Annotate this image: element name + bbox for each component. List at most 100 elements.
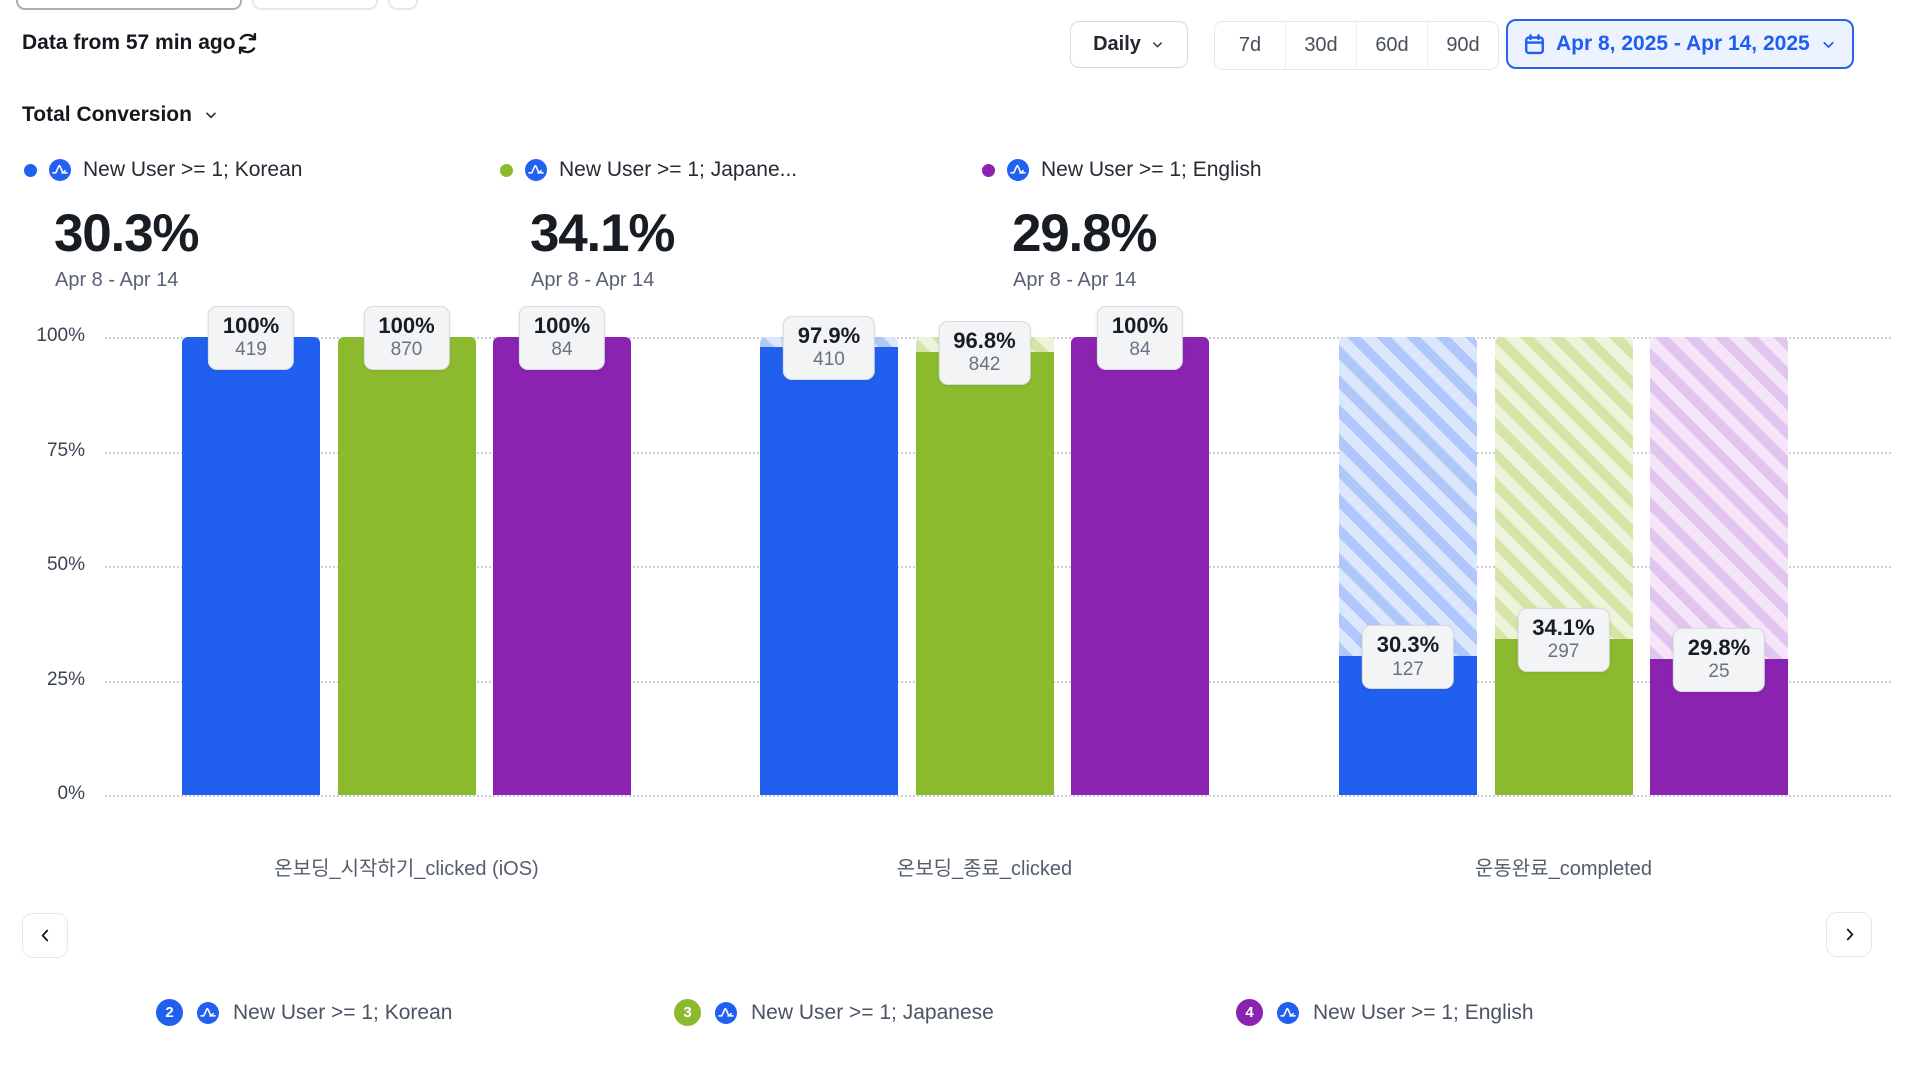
bar-user-count: 842 bbox=[968, 354, 1001, 376]
series-header[interactable]: New User >= 1; English bbox=[982, 158, 1262, 182]
bar-value-label[interactable]: 34.1% 297 bbox=[1517, 607, 1610, 672]
series-name: New User >= 1; Korean bbox=[83, 158, 303, 181]
granularity-dropdown[interactable]: Daily bbox=[1070, 21, 1188, 68]
bar-value-label[interactable]: 100% 84 bbox=[1096, 306, 1184, 371]
preset-30d-button[interactable]: 30d bbox=[1286, 22, 1357, 69]
legend-item-japanese[interactable]: 3 New User >= 1; Japanese bbox=[674, 999, 994, 1026]
bar-value-label[interactable]: 97.9% 410 bbox=[782, 315, 876, 380]
funnel-bar[interactable] bbox=[1071, 337, 1209, 795]
legend-item-korean[interactable]: 2 New User >= 1; Korean bbox=[156, 999, 452, 1026]
legend-item-english[interactable]: 4 New User >= 1; English bbox=[1236, 999, 1534, 1026]
bar-conversion-pct: 34.1% bbox=[1532, 614, 1595, 640]
amplitude-logo-icon bbox=[715, 1002, 737, 1024]
amplitude-logo-icon bbox=[1277, 1002, 1299, 1024]
conversion-range-label: Apr 8 - Apr 14 bbox=[1013, 268, 1137, 291]
bar-value-label[interactable]: 29.8% 25 bbox=[1672, 627, 1766, 692]
bar-user-count: 25 bbox=[1708, 660, 1730, 682]
chevron-left-icon bbox=[37, 927, 54, 944]
conversion-rate-value: 30.3% bbox=[54, 204, 199, 263]
funnel-bar[interactable] bbox=[182, 337, 320, 795]
bar-value-label[interactable]: 100% 84 bbox=[518, 306, 606, 371]
amplitude-logo-icon bbox=[49, 159, 71, 181]
y-axis-tick-label: 75% bbox=[46, 439, 85, 461]
x-axis-category-label: 운동완료_completed bbox=[1475, 858, 1652, 880]
funnel-bar-remainder[interactable] bbox=[1494, 337, 1633, 639]
bar-user-count: 84 bbox=[1129, 339, 1151, 361]
truncated-button[interactable] bbox=[252, 0, 378, 10]
truncated-search-input[interactable] bbox=[16, 0, 242, 10]
bar-user-count: 419 bbox=[235, 339, 267, 361]
bar-conversion-pct: 100% bbox=[1111, 313, 1169, 338]
conversion-range-label: Apr 8 - Apr 14 bbox=[531, 268, 655, 291]
conversion-rate-value: 29.8% bbox=[1012, 204, 1157, 263]
funnel-bar-remainder[interactable] bbox=[1339, 337, 1477, 657]
series-color-dot bbox=[982, 163, 995, 177]
series-summary-japanese: New User >= 1; Japane... 34.1% Apr 8 - A… bbox=[500, 158, 797, 292]
next-page-button[interactable] bbox=[1826, 912, 1872, 957]
bar-conversion-pct: 97.9% bbox=[797, 322, 861, 348]
x-axis-category-label: 온보딩_종료_clicked bbox=[896, 858, 1073, 880]
prev-page-button[interactable] bbox=[22, 913, 68, 958]
bar-conversion-pct: 29.8% bbox=[1687, 634, 1751, 660]
bar-conversion-pct: 96.8% bbox=[953, 327, 1016, 353]
bar-user-count: 870 bbox=[390, 339, 423, 361]
granularity-label: Daily bbox=[1093, 33, 1141, 55]
bar-conversion-pct: 30.3% bbox=[1376, 632, 1440, 658]
metric-selector[interactable]: Total Conversion bbox=[22, 103, 219, 127]
data-freshness-label: Data from 57 min ago bbox=[22, 31, 236, 54]
legend-number-badge: 4 bbox=[1236, 999, 1263, 1026]
funnel-bar[interactable] bbox=[760, 346, 898, 795]
y-axis-tick-label: 25% bbox=[46, 668, 85, 690]
preset-60d-button[interactable]: 60d bbox=[1357, 22, 1428, 69]
bar-value-label[interactable]: 100% 419 bbox=[207, 306, 295, 371]
bar-user-count: 127 bbox=[1392, 658, 1424, 680]
bar-value-label[interactable]: 96.8% 842 bbox=[938, 320, 1031, 385]
series-name: New User >= 1; English bbox=[1041, 158, 1262, 181]
bar-user-count: 297 bbox=[1547, 641, 1580, 663]
chevron-right-icon bbox=[1841, 926, 1858, 943]
date-range-label: Apr 8, 2025 - Apr 14, 2025 bbox=[1556, 32, 1810, 55]
funnel-bar-remainder[interactable] bbox=[1650, 337, 1788, 659]
bar-user-count: 410 bbox=[813, 349, 845, 370]
amplitude-logo-icon bbox=[197, 1002, 219, 1024]
legend-number-badge: 3 bbox=[674, 999, 701, 1026]
date-preset-group: 7d 30d 60d 90d bbox=[1214, 21, 1499, 70]
gridline bbox=[105, 795, 1891, 797]
series-color-dot bbox=[500, 163, 513, 177]
amplitude-logo-icon bbox=[1007, 159, 1029, 181]
chevron-down-icon bbox=[1150, 37, 1165, 52]
y-axis-tick-label: 0% bbox=[57, 783, 85, 804]
funnel-bar[interactable] bbox=[493, 337, 631, 795]
series-header[interactable]: New User >= 1; Japane... bbox=[500, 158, 797, 182]
bar-value-label[interactable]: 30.3% 127 bbox=[1361, 625, 1455, 690]
conversion-rate-value: 34.1% bbox=[530, 204, 675, 263]
series-summary-korean: New User >= 1; Korean 30.3% Apr 8 - Apr … bbox=[24, 158, 302, 292]
series-color-dot bbox=[24, 163, 37, 177]
series-header[interactable]: New User >= 1; Korean bbox=[24, 158, 302, 182]
y-axis-tick-label: 100% bbox=[36, 325, 85, 346]
funnel-bar[interactable] bbox=[337, 337, 476, 795]
bar-value-label[interactable]: 100% 870 bbox=[363, 306, 450, 371]
chevron-down-icon bbox=[203, 107, 219, 123]
truncated-icon-button[interactable] bbox=[388, 0, 418, 10]
bar-conversion-pct: 100% bbox=[533, 313, 591, 338]
legend-label: New User >= 1; Korean bbox=[233, 1000, 453, 1024]
calendar-icon bbox=[1523, 33, 1546, 56]
date-range-button[interactable]: Apr 8, 2025 - Apr 14, 2025 bbox=[1506, 19, 1854, 69]
metric-selector-label: Total Conversion bbox=[22, 103, 192, 126]
bar-user-count: 84 bbox=[551, 339, 573, 361]
refresh-button[interactable] bbox=[232, 28, 262, 58]
funnel-bar[interactable] bbox=[915, 351, 1054, 795]
amplitude-logo-icon bbox=[525, 159, 547, 181]
legend-number-badge: 2 bbox=[156, 999, 183, 1026]
legend-label: New User >= 1; Japanese bbox=[751, 1000, 994, 1024]
y-axis-tick-label: 50% bbox=[46, 554, 85, 575]
x-axis-category-label: 온보딩_시작하기_clicked (iOS) bbox=[274, 858, 539, 880]
preset-90d-button[interactable]: 90d bbox=[1428, 22, 1498, 69]
bar-conversion-pct: 100% bbox=[378, 313, 435, 338]
refresh-icon bbox=[234, 30, 261, 57]
conversion-range-label: Apr 8 - Apr 14 bbox=[55, 268, 179, 291]
preset-7d-button[interactable]: 7d bbox=[1215, 22, 1286, 69]
chevron-down-icon bbox=[1820, 36, 1837, 53]
